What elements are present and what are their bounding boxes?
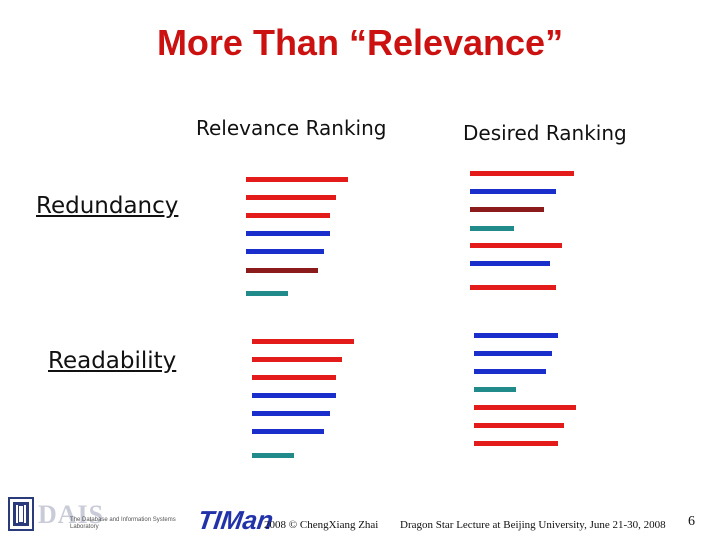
redundancy-label: Redundancy	[36, 193, 179, 219]
ranked-item-bar	[246, 213, 330, 218]
footer-lecture: Dragon Star Lecture at Beijing Universit…	[400, 519, 666, 531]
ranked-item-bar	[470, 285, 556, 290]
ranked-item-bar	[474, 423, 564, 428]
relevance-ranking-heading: Relevance Ranking	[196, 116, 387, 140]
ranked-item-bar	[252, 429, 324, 434]
ranked-item-bar	[474, 387, 516, 392]
readability-label: Readability	[48, 348, 177, 374]
ranked-item-bar	[252, 357, 342, 362]
ranked-item-bar	[470, 261, 550, 266]
ranked-item-bar	[474, 333, 558, 338]
desired-ranking-heading: Desired Ranking	[463, 121, 627, 145]
ranked-item-bar	[246, 177, 348, 182]
ranked-item-bar	[470, 243, 562, 248]
ranked-item-bar	[246, 268, 318, 273]
dais-logo: DAIS	[38, 500, 105, 529]
ranked-item-bar	[470, 207, 544, 212]
ranked-item-bar	[252, 411, 330, 416]
ranked-item-bar	[474, 441, 558, 446]
ranked-item-bar	[252, 453, 294, 458]
ranked-item-bar	[246, 291, 288, 296]
ranked-item-bar	[252, 375, 336, 380]
ranked-item-bar	[246, 249, 324, 254]
ranked-item-bar	[474, 369, 546, 374]
ranked-item-bar	[246, 195, 336, 200]
slide-title: More Than “Relevance”	[156, 22, 564, 63]
ranked-item-bar	[252, 339, 354, 344]
university-logo	[8, 497, 34, 531]
ranked-item-bar	[252, 393, 336, 398]
ranked-item-bar	[470, 189, 556, 194]
ranked-item-bar	[474, 351, 552, 356]
page-number: 6	[688, 514, 695, 529]
ranked-item-bar	[470, 171, 574, 176]
ranked-item-bar	[474, 405, 576, 410]
footer-copyright: 2008 © ChengXiang Zhai	[264, 519, 379, 531]
dais-logo-caption: The Database and Information Systems Lab…	[70, 517, 176, 530]
ranked-item-bar	[246, 231, 330, 236]
ranked-item-bar	[470, 226, 514, 231]
